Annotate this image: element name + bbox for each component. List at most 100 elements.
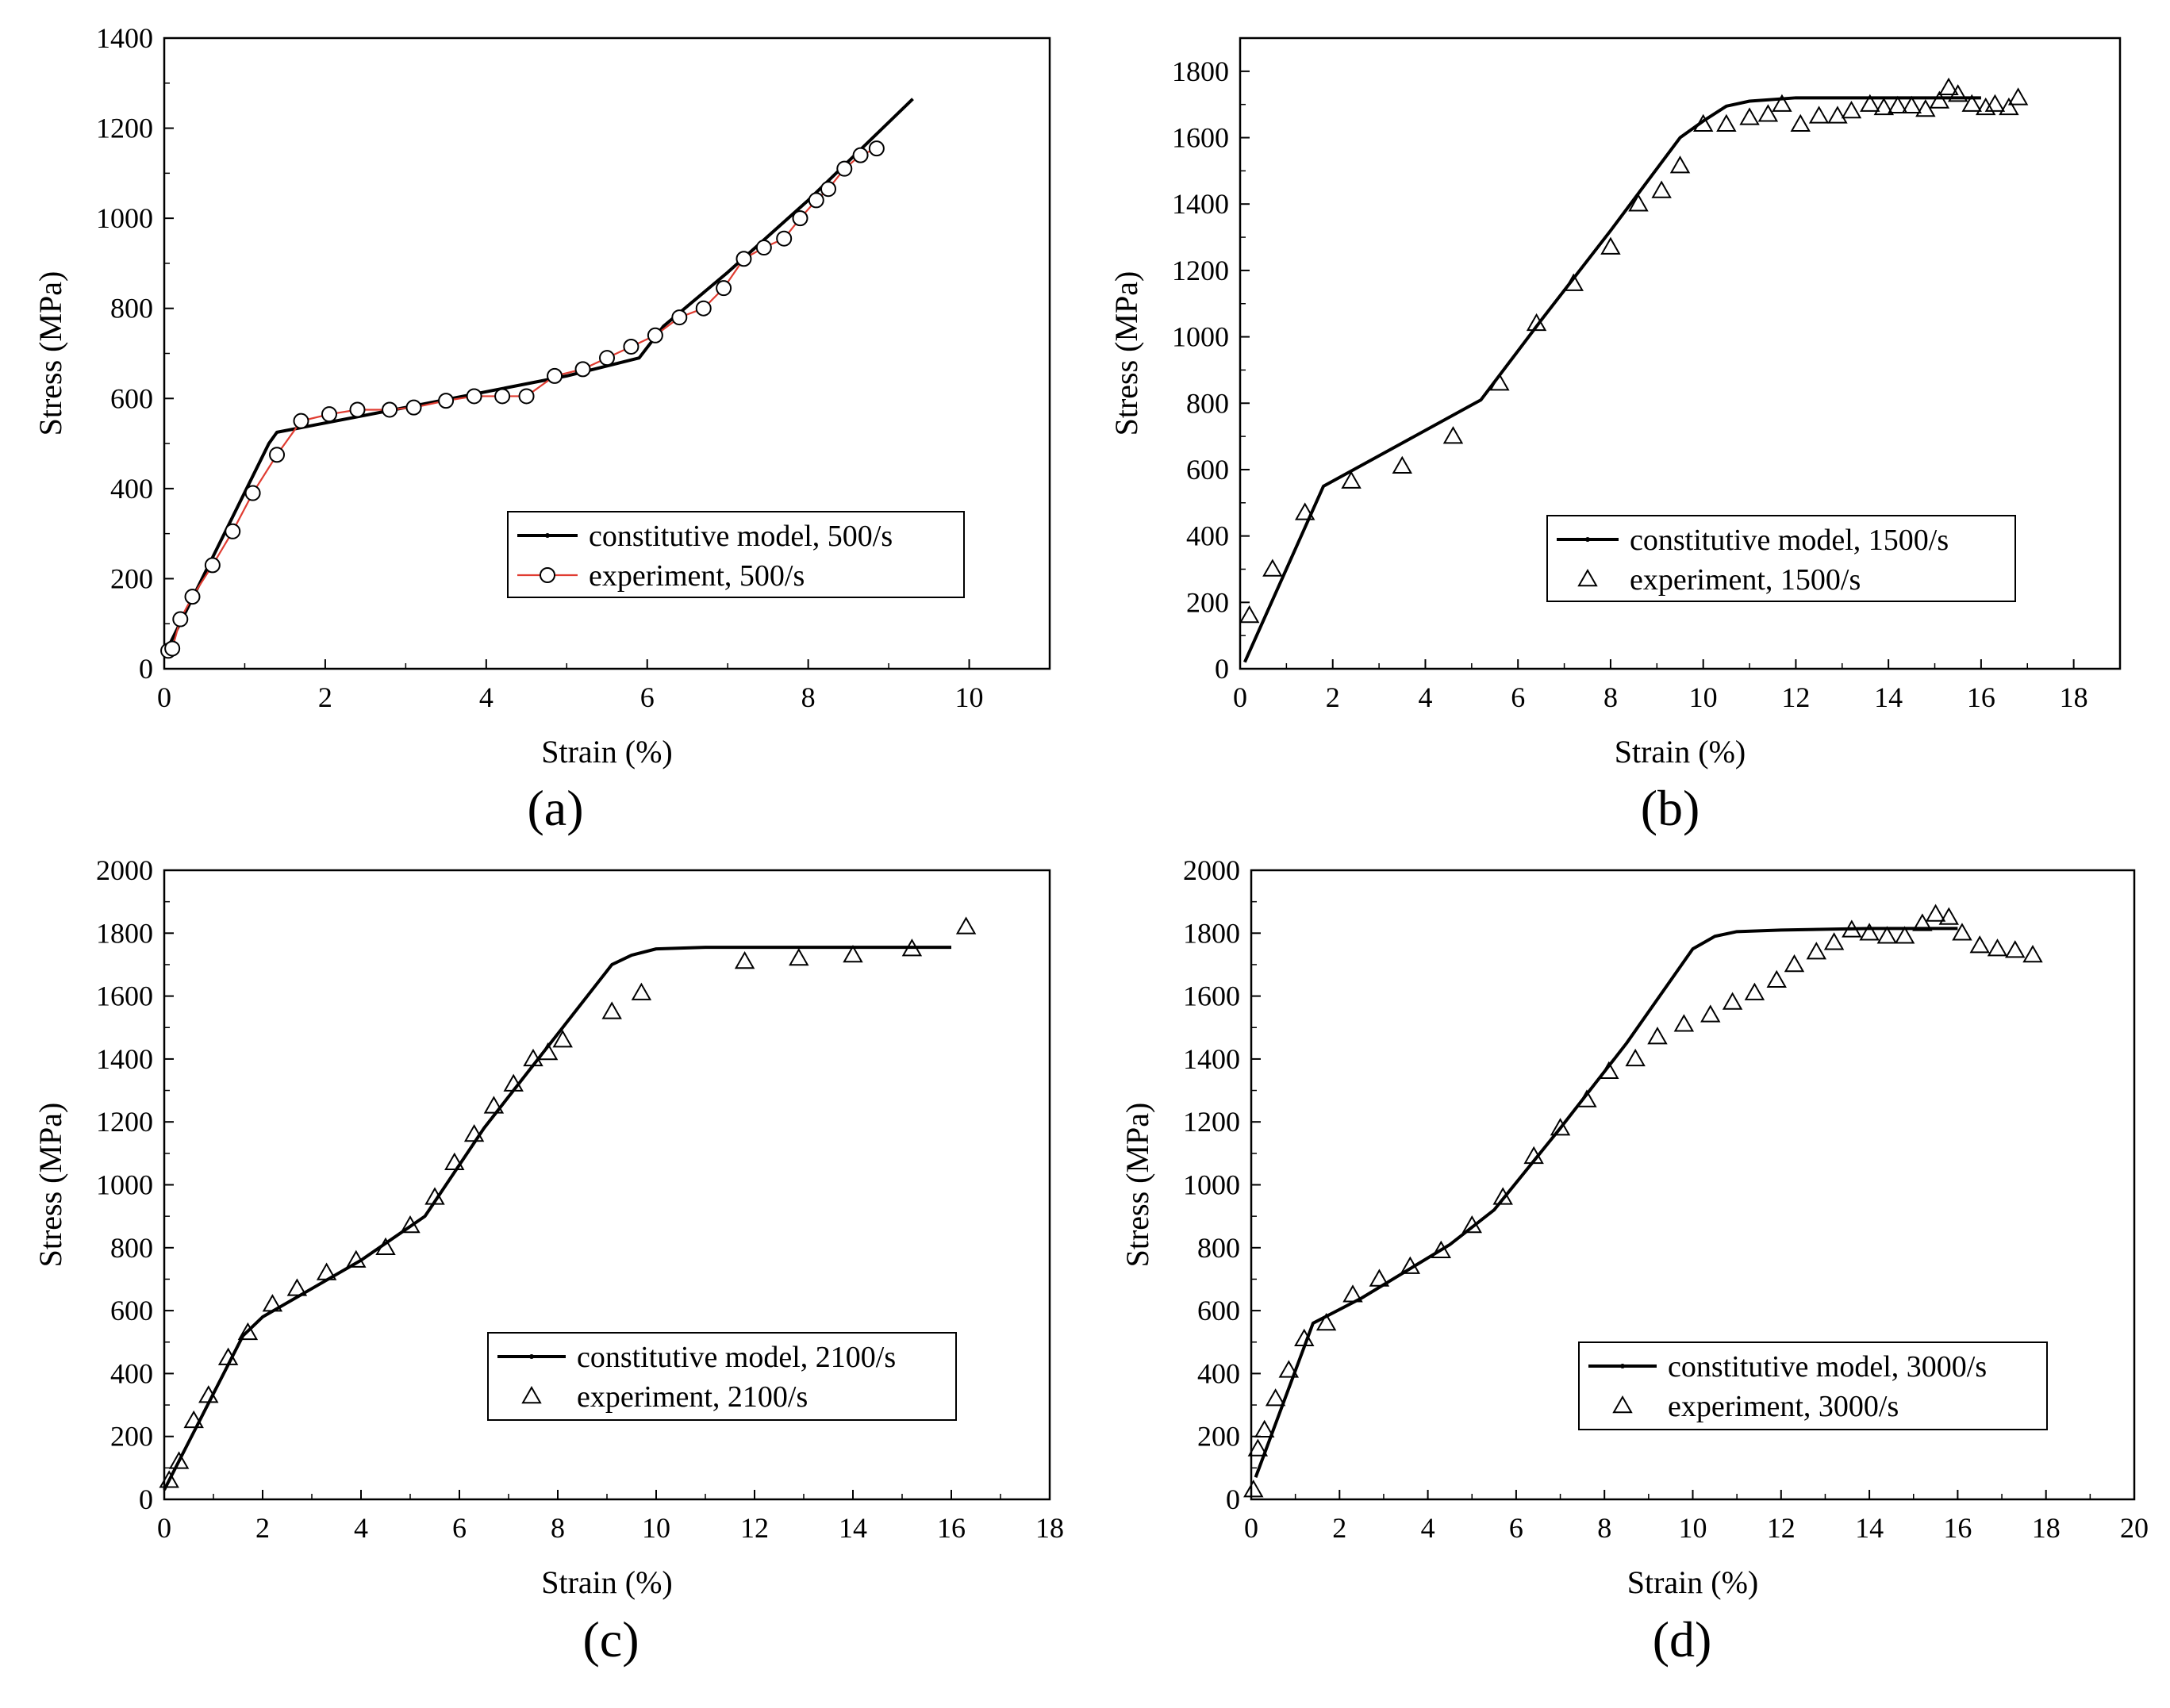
data-point xyxy=(269,447,286,463)
x-tick-label: 10 xyxy=(642,1512,670,1544)
data-point xyxy=(438,393,455,409)
legend-swatch-dot xyxy=(545,533,550,538)
y-tick-label: 1200 xyxy=(1183,1106,1240,1138)
data-point xyxy=(1315,1312,1337,1331)
y-tick-label: 1400 xyxy=(1183,1043,1240,1075)
legend-box xyxy=(487,1332,957,1421)
chart-panel-d: 0 2 4 6 8 10 12 14 16 18 2002004006008001000120014… xyxy=(1120,854,2149,1668)
data-point xyxy=(184,589,201,605)
data-point xyxy=(244,485,261,501)
data-point xyxy=(1901,95,1922,114)
series-model xyxy=(1254,927,1958,1478)
y-tick-label: 1400 xyxy=(96,1043,153,1075)
y-tick-label: 200 xyxy=(1186,586,1229,618)
data-point xyxy=(1669,155,1691,174)
data-point xyxy=(868,140,885,157)
data-point xyxy=(789,948,809,966)
data-point xyxy=(1841,101,1862,119)
data-point xyxy=(1739,107,1760,125)
x-tick-label: 8 xyxy=(1597,1512,1611,1544)
legend-box xyxy=(1578,1341,2048,1430)
data-point xyxy=(552,1030,573,1048)
data-point xyxy=(1647,1027,1668,1045)
x-tick-label: 18 xyxy=(1035,1512,1064,1544)
data-point xyxy=(1673,1014,1695,1032)
data-point xyxy=(321,406,337,423)
y-tick-label: 800 xyxy=(1197,1232,1240,1264)
data-point xyxy=(1744,982,1765,1000)
data-point xyxy=(1700,1004,1721,1023)
y-tick-label: 800 xyxy=(110,1232,153,1264)
data-point xyxy=(405,399,422,416)
x-tick-label: 16 xyxy=(937,1512,966,1544)
y-tick-label: 1400 xyxy=(1172,188,1229,220)
series-experiment xyxy=(160,140,885,659)
data-point xyxy=(1341,470,1362,489)
x-tick-label: 12 xyxy=(740,1512,769,1544)
y-tick-label: 1800 xyxy=(1183,917,1240,949)
data-point xyxy=(225,523,241,539)
data-point xyxy=(1262,558,1283,577)
data-point xyxy=(424,1187,445,1205)
data-point xyxy=(695,300,712,317)
x-tick-label: 2 xyxy=(318,681,332,713)
x-tick-label: 8 xyxy=(801,681,816,713)
panel-label: (d) xyxy=(1653,1611,1712,1668)
series-line xyxy=(167,148,878,652)
data-point xyxy=(836,160,853,177)
data-point xyxy=(349,401,366,418)
y-tick-label: 1600 xyxy=(1183,981,1240,1012)
series-model xyxy=(163,946,951,1491)
x-tick-label: 0 xyxy=(157,1512,171,1544)
x-tick-label: 14 xyxy=(839,1512,867,1544)
series-model xyxy=(163,98,914,656)
data-point xyxy=(776,230,793,247)
data-point xyxy=(1873,97,1895,116)
data-point xyxy=(599,350,615,367)
data-point xyxy=(1806,942,1827,960)
data-point xyxy=(1369,1269,1390,1287)
x-tick-label: 2 xyxy=(1326,681,1340,713)
data-point xyxy=(1808,106,1830,124)
data-point xyxy=(1461,1215,1482,1234)
data-point xyxy=(1239,605,1260,624)
y-tick-label: 600 xyxy=(1186,454,1229,486)
y-axis-title: Stress (MPa) xyxy=(33,1103,68,1268)
data-point xyxy=(631,982,652,1000)
data-point xyxy=(1526,313,1547,332)
data-point xyxy=(1442,426,1464,444)
series-experiment xyxy=(1243,904,2043,1498)
y-tick-label: 0 xyxy=(139,653,153,685)
data-point xyxy=(1243,1480,1264,1498)
y-tick-label: 0 xyxy=(1215,653,1229,685)
legend-entry-label: constitutive model, 3000/s xyxy=(1668,1350,1987,1384)
x-tick-label: 16 xyxy=(1943,1512,1972,1544)
data-point xyxy=(547,367,563,384)
y-tick-label: 1000 xyxy=(96,202,153,234)
chart-panel-c: 0 2 4 6 8 10 12 14 16 18 0 200 400 600 800 1000 1200 1400… xyxy=(33,854,1064,1668)
data-point xyxy=(1976,97,1996,116)
data-point xyxy=(183,1410,204,1429)
y-tick-label: 600 xyxy=(110,382,153,414)
data-point xyxy=(1894,926,1915,944)
data-point xyxy=(901,938,923,957)
series-line xyxy=(1243,96,1981,663)
y-tick-label: 600 xyxy=(1197,1295,1240,1326)
y-tick-label: 200 xyxy=(1197,1421,1240,1453)
data-point xyxy=(217,1347,239,1365)
x-tick-label: 18 xyxy=(2060,681,2088,713)
data-point xyxy=(1784,954,1805,973)
x-tick-label: 10 xyxy=(1689,681,1718,713)
x-tick-label: 20 xyxy=(2120,1512,2149,1544)
x-tick-label: 8 xyxy=(551,1512,565,1544)
data-point xyxy=(1254,1419,1275,1438)
series-line xyxy=(163,98,914,656)
data-point xyxy=(955,916,977,935)
panel-label: (b) xyxy=(1641,780,1700,836)
y-tick-label: 1200 xyxy=(1172,255,1229,286)
data-point xyxy=(1294,1328,1315,1347)
data-point xyxy=(198,1385,219,1403)
data-point xyxy=(523,1048,543,1067)
data-point xyxy=(2005,940,2026,958)
data-point xyxy=(1912,913,1933,931)
